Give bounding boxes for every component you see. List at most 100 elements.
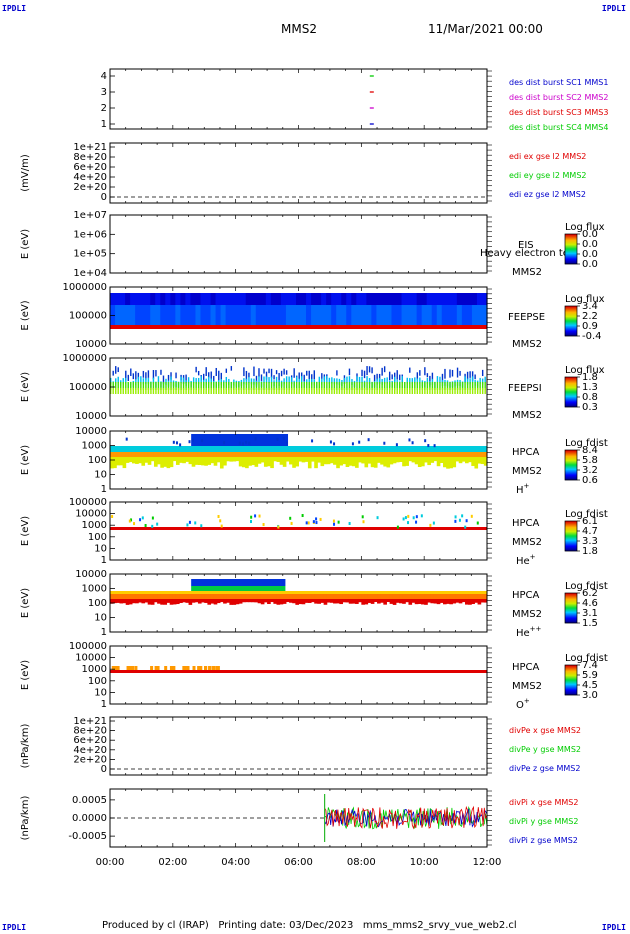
spectrogram-cell xyxy=(195,366,197,373)
colorbar-segment xyxy=(565,538,577,540)
spectrogram-cell xyxy=(177,382,180,390)
spectrogram-cell xyxy=(430,591,435,594)
colorbar-tick-label: 3.3 xyxy=(582,536,598,547)
spectrogram-cell xyxy=(409,367,411,373)
spectrogram-cell xyxy=(225,376,228,383)
colorbar-segment xyxy=(565,310,577,312)
spectrogram-cell xyxy=(141,446,146,452)
spectrogram-cell xyxy=(459,388,461,394)
y-tick-label: 10000 xyxy=(75,339,107,350)
spectrogram-cell xyxy=(376,516,379,520)
spectrogram-cell xyxy=(220,305,227,325)
spectrogram-cell xyxy=(125,305,131,325)
spectrogram-cell xyxy=(386,293,393,305)
spectrogram-cell xyxy=(351,452,356,457)
colorbar-segment xyxy=(565,452,577,454)
spectrogram-cell xyxy=(358,452,362,457)
spectrogram-cell xyxy=(260,374,263,381)
spectrogram-cell xyxy=(459,370,461,376)
spectrogram-cell xyxy=(465,594,469,599)
spectrogram-cell xyxy=(464,388,466,394)
colorbar-segment xyxy=(565,475,577,477)
spectrogram-cell xyxy=(197,446,202,452)
spectrogram-cell xyxy=(389,457,394,465)
colorbar-segment xyxy=(565,597,577,599)
spectrogram-cell xyxy=(263,599,268,603)
spectrogram-cell xyxy=(443,599,447,605)
spectrogram-cell xyxy=(381,378,383,385)
spectrogram-cell xyxy=(263,376,265,383)
spectrogram-cell xyxy=(235,446,240,452)
spectrogram-cell xyxy=(351,591,356,594)
spectrogram-cell xyxy=(476,388,479,394)
spectrogram-cell xyxy=(451,382,454,390)
spectrogram-cell xyxy=(241,591,246,594)
legend-entry: divPi z gse MMS2 xyxy=(509,836,578,845)
spectrogram-cell xyxy=(215,367,217,376)
spectrogram-cell xyxy=(371,382,373,390)
spectrogram-cell xyxy=(361,515,364,519)
spectrogram-cell xyxy=(204,591,208,594)
colorbar-segment xyxy=(565,328,577,330)
instrument-label: HPCA xyxy=(512,447,540,458)
spectrogram-cell xyxy=(439,594,444,599)
spectrogram-cell xyxy=(164,666,168,670)
colorbar-segment xyxy=(565,529,577,531)
colorbar-segment xyxy=(565,478,577,480)
colorbar-segment xyxy=(565,604,577,606)
spectrogram-cell xyxy=(205,293,212,305)
spectrogram-cell xyxy=(258,382,260,390)
spectrogram-cell xyxy=(361,452,365,457)
colorbar-segment xyxy=(565,241,577,243)
spectrogram-cell xyxy=(185,452,190,457)
colorbar-segment xyxy=(565,675,577,677)
spectrogram-cell xyxy=(481,378,484,385)
spectrogram-cell xyxy=(308,382,310,390)
spectrogram-cell xyxy=(305,521,308,525)
colorbar-segment xyxy=(565,326,577,328)
colorbar-segment xyxy=(565,242,577,244)
colorbar-segment xyxy=(565,683,577,685)
spectrogram-cell xyxy=(166,452,171,457)
spectrogram-cell xyxy=(245,440,248,444)
spectrogram-cell xyxy=(243,388,245,394)
y-tick-label: 4e+20 xyxy=(73,745,107,756)
spectrogram-cell xyxy=(119,594,124,599)
spectrogram-cell xyxy=(122,452,127,457)
spectrogram-cell xyxy=(245,388,248,394)
colorbar-tick-label: 0.0 xyxy=(582,249,598,260)
spectrogram-cell xyxy=(373,388,376,394)
spectrogram-cell xyxy=(188,594,193,599)
spectrogram-cell xyxy=(190,305,197,325)
colorbar-tick-label: 1.5 xyxy=(582,618,598,629)
spectrogram-cell xyxy=(223,388,225,394)
spectrogram-cell xyxy=(358,382,361,390)
colorbar-title: Log fdist xyxy=(565,581,608,592)
spectrogram-cell xyxy=(210,382,212,390)
colorbar-segment xyxy=(565,382,577,384)
spectrogram-cell xyxy=(474,591,479,594)
y-tick-label: 1e+21 xyxy=(73,716,107,727)
spectrogram-cell xyxy=(336,591,340,594)
colorbar-segment xyxy=(565,400,577,402)
spectrogram-cell xyxy=(169,452,174,457)
spectrogram-cell xyxy=(200,293,207,305)
spectrogram-cell xyxy=(210,305,217,325)
spectrogram-cell xyxy=(172,457,177,462)
spectrogram-cell xyxy=(301,594,306,599)
divpi-series-x xyxy=(324,805,488,830)
spectrogram-cell xyxy=(254,437,257,441)
spectrogram-cell xyxy=(282,446,287,452)
spectrogram-cell xyxy=(458,446,463,452)
colorbar-segment xyxy=(565,335,577,337)
colorbar-segment xyxy=(565,690,577,692)
colorbar-segment xyxy=(565,463,577,465)
spectrogram-cell xyxy=(185,388,187,394)
spectrogram-cell xyxy=(358,599,362,603)
spectrogram-cell xyxy=(406,388,408,394)
spectrogram-cell xyxy=(370,594,375,599)
spectrogram-cell xyxy=(138,452,142,457)
spectrogram-cell xyxy=(116,591,120,594)
spectrogram-cell xyxy=(185,293,192,305)
